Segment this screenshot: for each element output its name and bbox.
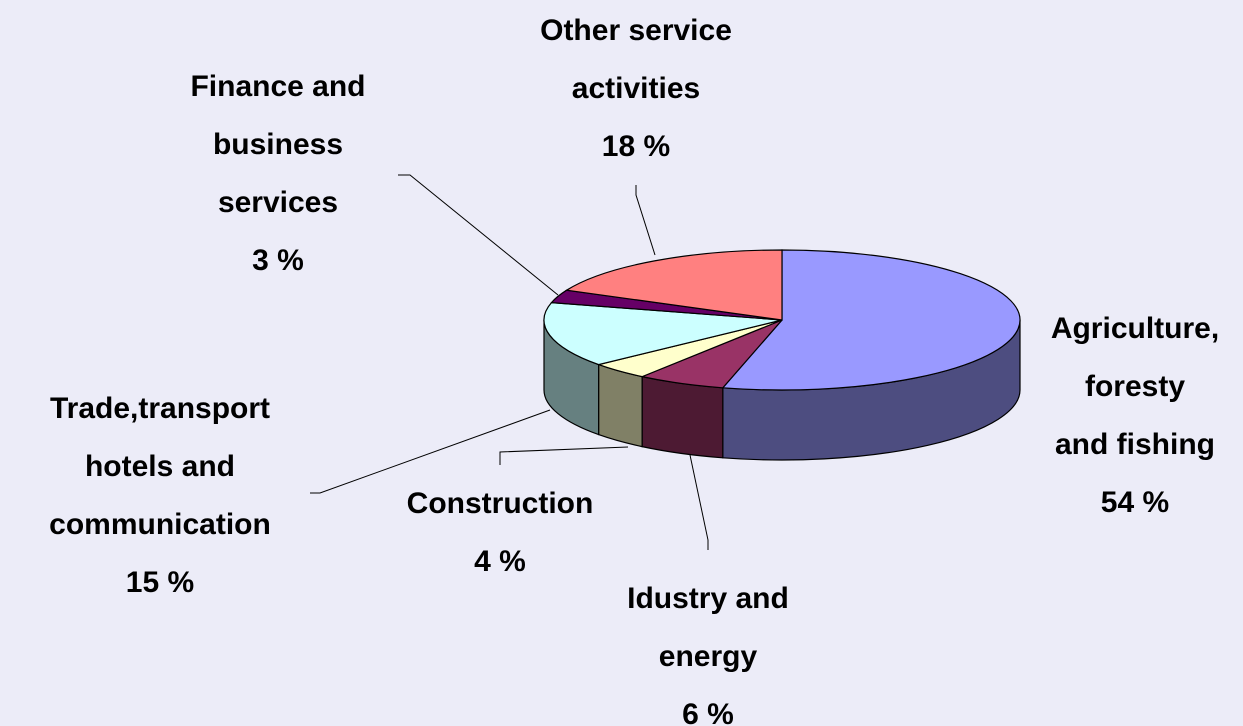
leader-line [310,409,551,494]
slice-label: Idustry and energy [627,582,789,673]
slice-top [721,249,1021,391]
leader-line [398,174,559,296]
slice-side [598,363,643,448]
leader-line [689,454,709,550]
value-label: 3 % [252,244,304,277]
value-label: 4 % [474,545,526,578]
leader-line [499,446,629,465]
slice-label: Trade,transport hotels and communication [49,392,271,541]
slice-label: Other service activities [540,14,732,105]
value-label: 15 % [126,566,194,599]
value-label: 6 % [682,698,734,726]
value-label: 54 % [1101,486,1169,519]
slice-label: Finance and business services [190,70,365,219]
slice-side [641,375,724,459]
slice-top [564,249,783,321]
slice-label: Construction [407,487,594,520]
slice-top [543,301,783,366]
leader-line [635,185,656,256]
slice-label: Agriculture, foresty and fishing [1051,312,1219,461]
value-label: 18 % [602,130,670,163]
